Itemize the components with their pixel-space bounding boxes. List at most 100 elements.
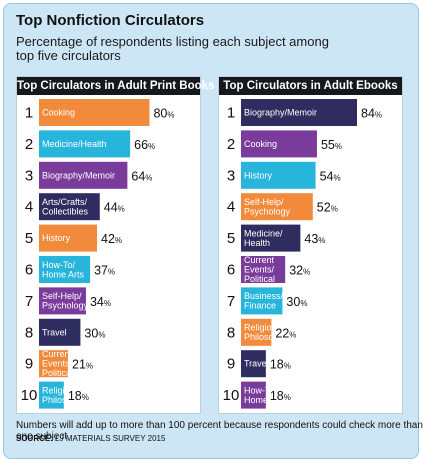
rank-label: 5 (25, 230, 33, 247)
source-text: MATERIALS SURVEY 2015 (65, 434, 166, 443)
bar-category-label: How-To/Home Arts (42, 260, 85, 280)
bar-category-line: Psychology (244, 206, 291, 216)
bar-category-line: Philosophy (42, 395, 87, 405)
rank-label: 6 (25, 262, 33, 279)
bar (241, 99, 357, 126)
bar (39, 99, 150, 126)
value-label: 55% (321, 138, 342, 152)
bar (39, 287, 86, 315)
bar-category-label: Biography/Memoir (42, 170, 115, 180)
bar (241, 224, 301, 252)
bar-category-line: Travel (42, 327, 67, 337)
percent-sign: % (303, 268, 310, 277)
bar-category-line: How-To/ (244, 385, 278, 395)
bar-category-line: Finance (244, 301, 276, 311)
bar-category-label: Self-Help/Psychology (42, 291, 89, 311)
rank-label: 1 (227, 105, 235, 122)
bar-category-line: Religion/ (42, 385, 78, 395)
bar (39, 224, 97, 252)
percent-sign: % (86, 362, 93, 371)
bar-category-line: Health (244, 238, 270, 248)
percent-sign: % (104, 299, 111, 308)
value-label: 80% (153, 107, 174, 121)
value-label: 30% (286, 295, 307, 309)
bar-category-line: Business/ (244, 291, 284, 301)
bar (39, 161, 128, 189)
value-label: 30% (84, 326, 105, 340)
value-label: 54% (320, 169, 341, 183)
bar (241, 130, 317, 158)
percent-sign: % (108, 268, 115, 277)
value-label: 22% (275, 326, 296, 340)
bar (39, 193, 100, 221)
rank-label: 4 (25, 199, 33, 216)
bar (241, 193, 313, 221)
percent-sign: % (289, 330, 296, 339)
percent-sign: % (335, 142, 342, 151)
value-label: 84% (361, 107, 382, 121)
bar (39, 256, 91, 283)
bar-category-line: Religion/ (244, 323, 280, 333)
bar-category-line: Current (244, 255, 275, 265)
value-label: 37% (94, 264, 115, 278)
bar-category-line: Self-Help/ (42, 291, 82, 301)
bar (39, 318, 81, 346)
bar (241, 318, 272, 346)
bar-category-label: Medicine/Health (244, 228, 283, 248)
bar-category-label: Self-Help/Psychology (244, 197, 291, 217)
rank-label: 3 (25, 167, 33, 184)
print-books-chart: 1 Cooking 80% 2 Medicine/Health 66% 3 Biography… (21, 99, 175, 409)
bar-category-line: Events/ (42, 359, 73, 369)
bar-category-line: Psychology (42, 301, 89, 311)
bar-category-label: Cooking (42, 108, 75, 118)
bar-category-line: Events/ (244, 265, 275, 275)
rank-label: 2 (25, 136, 33, 153)
bar-category-label: Medicine/Health (42, 139, 107, 149)
ebooks-header: Top Circulators in Adult Ebooks (219, 77, 402, 95)
percent-sign: % (284, 362, 291, 371)
print-books-header: Top Circulators in Adult Print Books (17, 77, 214, 95)
percent-sign: % (148, 142, 155, 151)
value-label: 21% (72, 358, 93, 372)
bar-category-line: Medicine/ (244, 228, 283, 238)
bar-category-label: Business/Finance (244, 291, 284, 311)
chart-subtitle: Percentage of respondents listing each s… (16, 34, 329, 63)
footnote: Numbers will add up to more than 100 per… (16, 420, 423, 442)
ebooks-panel: Top Circulators in Adult Ebooks 1 Biograp… (218, 76, 403, 414)
rank-label: 2 (227, 136, 235, 153)
value-label: 66% (134, 138, 155, 152)
rank-label: 10 (21, 387, 38, 404)
bar-category-line: Biography/Memoir (42, 170, 115, 180)
percent-sign: % (167, 111, 174, 120)
percent-sign: % (115, 236, 122, 245)
value-label: 43% (304, 232, 325, 246)
bar-category-line: Self-Help/ (244, 197, 284, 207)
bar (241, 350, 266, 378)
value-label: 52% (317, 201, 338, 215)
rank-label: 1 (25, 105, 33, 122)
bar-category-label: How-To/Home Arts (244, 385, 287, 405)
value-label: 64% (131, 169, 152, 183)
bar-category-line: Cooking (244, 139, 277, 149)
bar-category-label: Cooking (244, 139, 277, 149)
value-label: 18% (270, 389, 291, 403)
bar-category-line: Political (42, 368, 73, 378)
bar-category-label: Arts/Crafts/Collectibles (42, 197, 89, 217)
ebooks-chart: 1 Biography/Memoir 84%2 Cooking 55%3 History 5… (223, 99, 382, 409)
bar (241, 381, 266, 409)
bar-category-label: Biography/Memoir (244, 108, 317, 118)
bar-category-line: Home Arts (42, 269, 85, 279)
percent-sign: % (331, 205, 338, 214)
bar-category-line: History (244, 170, 273, 180)
bar-category-line: Collectibles (42, 206, 89, 216)
rank-label: 7 (227, 293, 235, 310)
bar-category-label: Current Events/Political (42, 349, 73, 378)
percent-sign: % (98, 330, 105, 339)
bar-category-label: Religion/Philosophy (42, 385, 87, 405)
percent-sign: % (300, 299, 307, 308)
value-label: 18% (68, 389, 89, 403)
percent-sign: % (145, 173, 152, 182)
bar-category-label: Religion/Philosophy (244, 323, 289, 343)
rank-label: 5 (227, 230, 235, 247)
bar-category-line: Philosophy (244, 332, 289, 342)
